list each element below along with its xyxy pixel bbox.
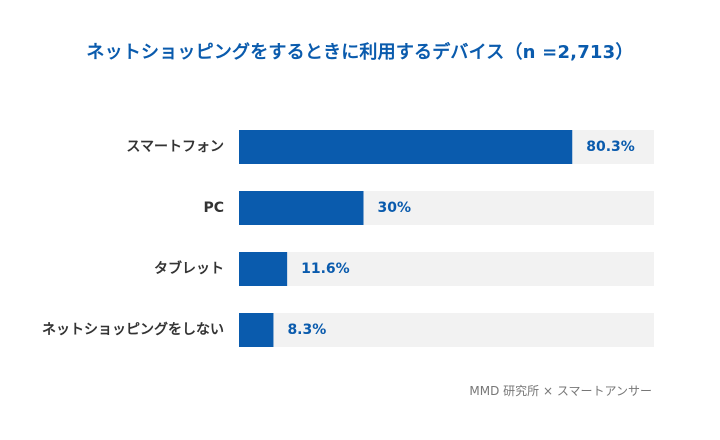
bar — [239, 191, 364, 225]
bar — [239, 130, 573, 164]
chart-title: ネットショッピングをするときに利用するデバイス（n =2,713） — [86, 42, 634, 63]
value-label: 8.3% — [287, 322, 326, 338]
source-note: MMD 研究所 × スマートアンサー — [469, 384, 652, 398]
bar-track — [239, 313, 654, 347]
category-label: ネットショッピングをしない — [42, 321, 224, 338]
bar — [239, 313, 274, 347]
value-label: 30% — [378, 200, 412, 216]
category-label: PC — [203, 200, 224, 216]
value-label: 11.6% — [301, 261, 350, 277]
bar — [239, 252, 288, 286]
bar-track — [239, 252, 654, 286]
category-label: タブレット — [154, 260, 224, 277]
category-label: スマートフォン — [126, 139, 224, 155]
value-label: 80.3% — [586, 139, 635, 155]
